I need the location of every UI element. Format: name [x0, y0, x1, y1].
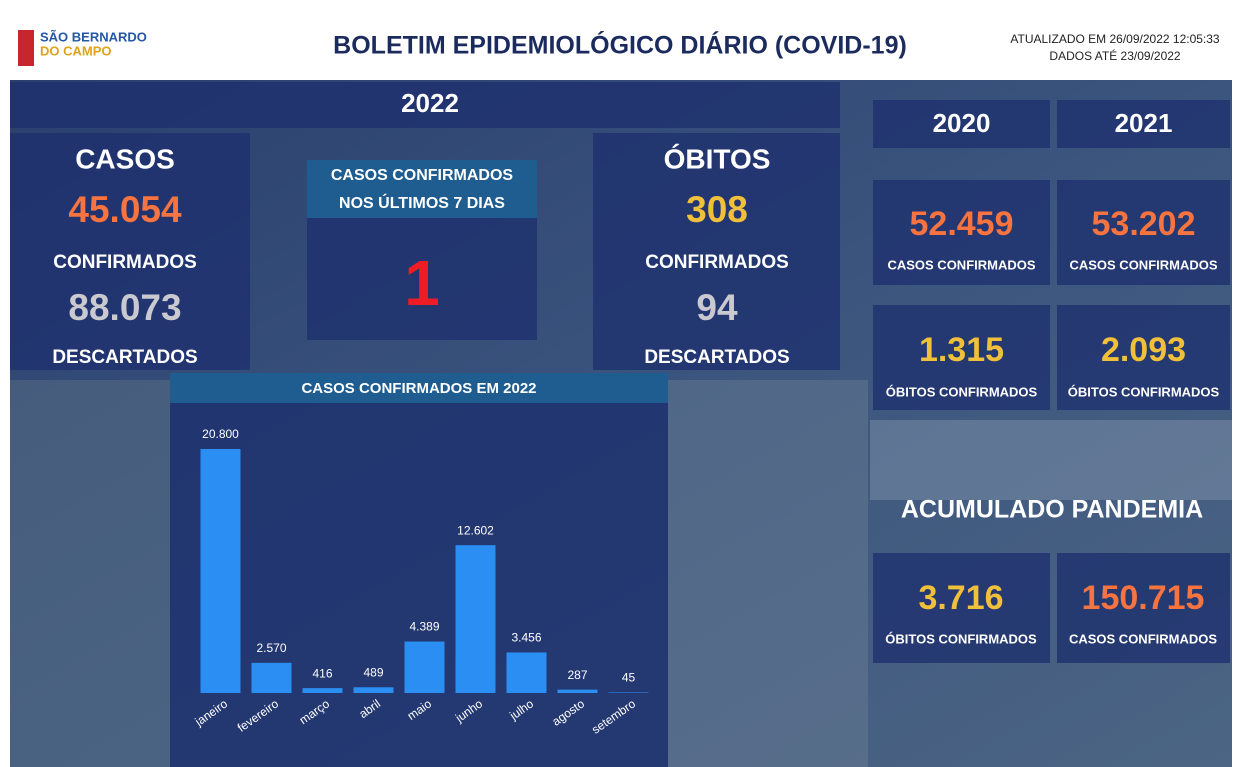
value-label: 2.570 — [256, 641, 286, 655]
label: CASOS CONFIRMADOS — [1069, 257, 1217, 272]
value-label: 4.389 — [409, 620, 439, 634]
page: {"header": {"logo_line1": "SÃO BERNARDO"… — [0, 0, 1243, 767]
year-cases: 53.202 — [1092, 205, 1196, 243]
label: CASOS CONFIRMADOS — [887, 257, 1035, 272]
year-deaths: 2.093 — [1101, 331, 1186, 369]
updated: ATUALIZADO EM 26/09/2022 12:05:33 — [1010, 32, 1220, 46]
value-label: 287 — [567, 668, 587, 682]
label: ÓBITOS CONFIRMADOS — [885, 631, 1037, 646]
chart-title: CASOS CONFIRMADOS EM 2022 — [301, 380, 536, 397]
logo-emblem — [18, 30, 34, 66]
bar — [252, 663, 292, 693]
year-cases: 52.459 — [910, 205, 1014, 243]
cases-confirmed: 45.054 — [68, 189, 182, 230]
deaths-discarded: 94 — [696, 287, 738, 328]
bar — [507, 652, 547, 693]
label: ÓBITOS CONFIRMADOS — [1068, 384, 1220, 399]
photo-area — [668, 380, 868, 767]
panel-title: ÓBITOS — [664, 143, 771, 174]
page-title: BOLETIM EPIDEMIOLÓGICO DIÁRIO (COVID-19) — [333, 30, 907, 60]
dashboard: SÃO BERNARDO DO CAMPO BOLETIM EPIDEMIOLÓ… — [0, 0, 1243, 767]
year-deaths: 1.315 — [919, 331, 1004, 369]
value-label: 45 — [622, 671, 636, 685]
cases-discarded: 88.073 — [68, 287, 181, 328]
value-label: 12.602 — [457, 523, 494, 537]
bar — [201, 449, 241, 693]
year-label: 2022 — [401, 88, 459, 118]
value-label: 416 — [312, 666, 332, 680]
panel-title: CASOS — [75, 143, 175, 174]
cumulative-title: ACUMULADO PANDEMIA — [901, 496, 1203, 524]
value-label: 489 — [363, 665, 383, 679]
cumulative-cases: 150.715 — [1082, 579, 1205, 617]
value-label: 3.456 — [511, 631, 541, 645]
bar — [354, 687, 394, 693]
year-label: 2020 — [933, 108, 991, 138]
label: DESCARTADOS — [644, 347, 789, 368]
photo-area — [10, 380, 170, 767]
label: DESCARTADOS — [52, 347, 197, 368]
bar — [405, 642, 445, 693]
bar — [609, 692, 649, 693]
label: CASOS CONFIRMADOS — [1069, 631, 1217, 646]
value-label: 20.800 — [202, 427, 239, 441]
bar — [558, 690, 598, 693]
cumulative-deaths: 3.716 — [918, 579, 1003, 617]
last7-value: 1 — [404, 247, 440, 319]
year-label: 2021 — [1115, 108, 1173, 138]
label: NOS ÚLTIMOS 7 DIAS — [339, 193, 505, 212]
logo-text: SÃO BERNARDO — [40, 29, 147, 44]
bar — [303, 688, 343, 693]
logo-text: DO CAMPO — [40, 43, 112, 58]
bar — [456, 545, 496, 693]
label: CONFIRMADOS — [53, 252, 197, 273]
label: ÓBITOS CONFIRMADOS — [886, 384, 1038, 399]
data-until: DADOS ATÉ 23/09/2022 — [1049, 48, 1181, 63]
label: CONFIRMADOS — [645, 252, 789, 273]
photo-area — [870, 420, 1232, 500]
deaths-confirmed: 308 — [686, 189, 748, 230]
label: CASOS CONFIRMADOS — [331, 167, 514, 184]
